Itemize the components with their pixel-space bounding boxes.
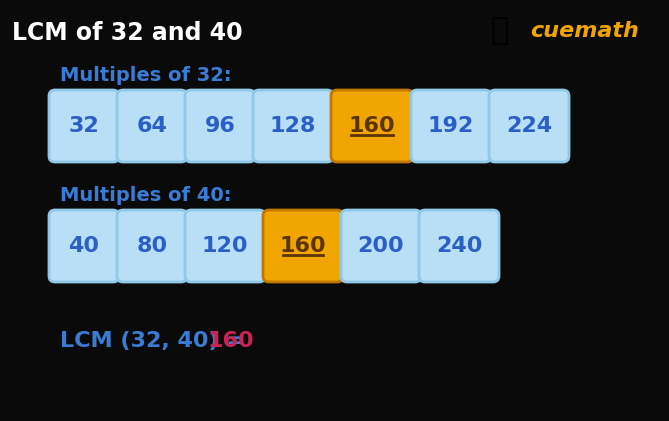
FancyBboxPatch shape	[185, 90, 255, 162]
Text: 160: 160	[349, 116, 395, 136]
Text: 32: 32	[69, 116, 100, 136]
FancyBboxPatch shape	[419, 210, 499, 282]
Text: Multiples of 32:: Multiples of 32:	[60, 66, 231, 85]
Text: 40: 40	[68, 236, 100, 256]
FancyBboxPatch shape	[49, 90, 119, 162]
FancyBboxPatch shape	[185, 210, 265, 282]
Text: 200: 200	[358, 236, 404, 256]
Text: 240: 240	[436, 236, 482, 256]
Text: cuemath: cuemath	[530, 21, 639, 41]
FancyBboxPatch shape	[263, 210, 343, 282]
Text: 192: 192	[428, 116, 474, 136]
FancyBboxPatch shape	[341, 210, 421, 282]
Text: 160: 160	[207, 331, 254, 351]
Text: 96: 96	[205, 116, 235, 136]
FancyBboxPatch shape	[253, 90, 333, 162]
Text: 120: 120	[202, 236, 248, 256]
FancyBboxPatch shape	[331, 90, 413, 162]
Text: LCM of 32 and 40: LCM of 32 and 40	[12, 21, 243, 45]
Text: LCM (32, 40) =: LCM (32, 40) =	[60, 331, 253, 351]
FancyBboxPatch shape	[117, 90, 187, 162]
Text: 128: 128	[270, 116, 316, 136]
Text: 64: 64	[136, 116, 167, 136]
FancyBboxPatch shape	[117, 210, 187, 282]
Text: 224: 224	[506, 116, 552, 136]
Text: 🚀: 🚀	[490, 16, 508, 45]
Text: 80: 80	[136, 236, 167, 256]
FancyBboxPatch shape	[489, 90, 569, 162]
Text: 160: 160	[280, 236, 326, 256]
FancyBboxPatch shape	[411, 90, 491, 162]
FancyBboxPatch shape	[49, 210, 119, 282]
Text: Multiples of 40:: Multiples of 40:	[60, 186, 231, 205]
